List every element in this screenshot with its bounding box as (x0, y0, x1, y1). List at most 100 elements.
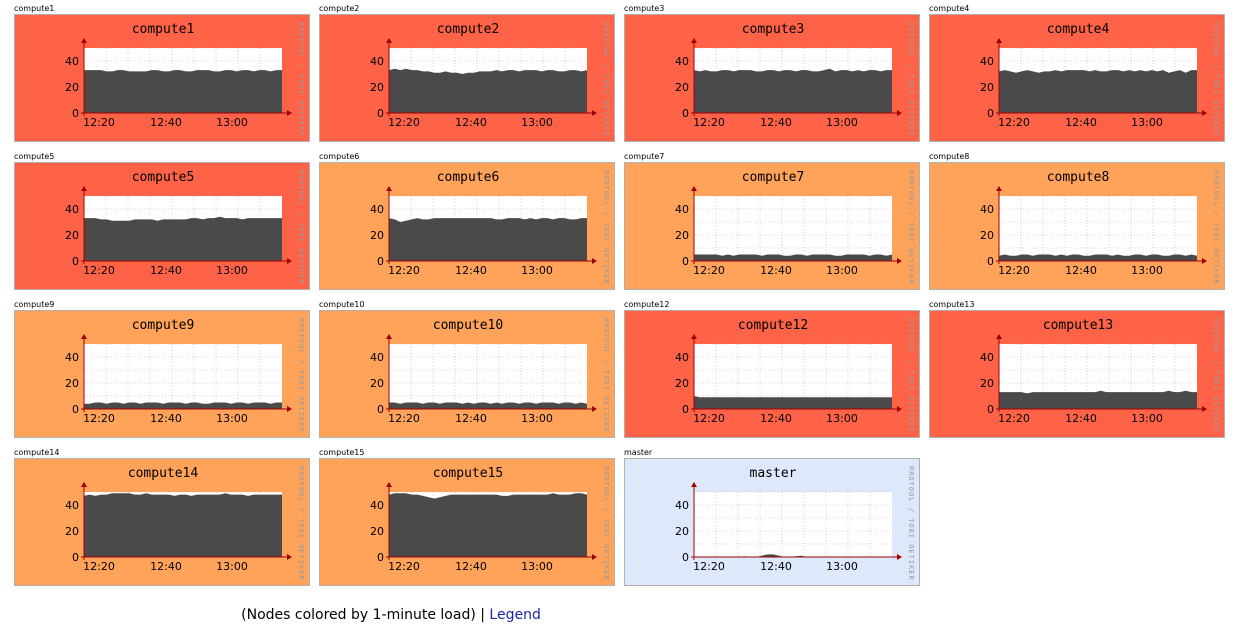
x-tick-label: 13:00 (216, 264, 248, 277)
load-graph[interactable]: 0 20 40 12:20 12:40 13:00 compute15 RRDTOOL / T… (319, 458, 615, 586)
graph-title: compute3 (742, 22, 805, 37)
x-tick-label: 12:20 (83, 116, 115, 129)
y-tick-label: 20 (675, 81, 689, 94)
y-axis-arrow (386, 186, 392, 191)
x-tick-label: 13:00 (1131, 264, 1163, 277)
graph-title: compute15 (433, 466, 503, 481)
x-tick-label: 12:40 (760, 116, 792, 129)
x-axis-arrow (897, 110, 902, 116)
x-tick-label: 13:00 (521, 560, 553, 573)
y-tick-label: 40 (65, 203, 79, 216)
load-graph[interactable]: 0 20 40 12:20 12:40 13:00 compute7 RRDTOOL / TO… (624, 162, 920, 290)
graph-title: compute4 (1047, 22, 1110, 37)
load-chart-svg: 0 20 40 12:20 12:40 13:00 compute15 RRDTOOL / T… (319, 458, 615, 586)
load-chart-svg: 0 20 40 12:20 12:40 13:00 master RRDTOOL / TOBI… (624, 458, 920, 586)
x-axis-arrow (592, 110, 597, 116)
load-graph[interactable]: 0 20 40 12:20 12:40 13:00 compute10 RRDTOOL / T… (319, 310, 615, 438)
load-chart-svg: 0 20 40 12:20 12:40 13:00 compute4 RRDTOOL / TO… (929, 14, 1225, 142)
load-area-series (84, 70, 282, 113)
x-axis-arrow (287, 110, 292, 116)
node-label[interactable]: compute1 (14, 4, 55, 13)
x-tick-label: 13:00 (826, 264, 858, 277)
node-label[interactable]: compute5 (14, 152, 55, 161)
x-tick-label: 12:40 (760, 412, 792, 425)
y-tick-label: 40 (370, 351, 384, 364)
y-tick-label: 0 (987, 255, 994, 268)
y-tick-label: 0 (377, 107, 384, 120)
node-grid: compute1 0 20 40 12:20 12:40 13:00 compute1 RRDT… (14, 4, 1225, 586)
graph-title: compute12 (738, 318, 808, 333)
y-tick-label: 0 (682, 255, 689, 268)
y-tick-label: 0 (987, 403, 994, 416)
y-tick-label: 0 (72, 551, 79, 564)
load-graph[interactable]: 0 20 40 12:20 12:40 13:00 compute14 RRDTOOL / T… (14, 458, 310, 586)
load-area-series (999, 70, 1197, 113)
footer: (Nodes colored by 1-minute load) | Legen… (0, 606, 782, 624)
x-tick-label: 13:00 (1131, 412, 1163, 425)
rrdtool-watermark: RRDTOOL / TOBI OETIKER (907, 170, 915, 285)
x-axis-arrow (897, 258, 902, 264)
load-graph[interactable]: 0 20 40 12:20 12:40 13:00 compute5 RRDTOOL / TO… (14, 162, 310, 290)
x-axis-arrow (1202, 258, 1207, 264)
x-tick-label: 12:40 (455, 560, 487, 573)
node-label[interactable]: compute8 (929, 152, 970, 161)
rrdtool-watermark: RRDTOOL / TOBI OETIKER (297, 318, 305, 433)
x-axis-arrow (897, 554, 902, 560)
node-label[interactable]: compute4 (929, 4, 970, 13)
y-tick-label: 0 (682, 403, 689, 416)
x-tick-label: 12:20 (388, 264, 420, 277)
load-graph[interactable]: 0 20 40 12:20 12:40 13:00 compute4 RRDTOOL / TO… (929, 14, 1225, 142)
y-axis-arrow (996, 186, 1002, 191)
load-graph[interactable]: 0 20 40 12:20 12:40 13:00 compute2 RRDTOOL / TO… (319, 14, 615, 142)
y-tick-label: 40 (65, 55, 79, 68)
load-graph[interactable]: 0 20 40 12:20 12:40 13:00 master RRDTOOL / TOBI… (624, 458, 920, 586)
load-area-series (84, 402, 282, 409)
x-tick-label: 12:20 (693, 560, 725, 573)
y-tick-label: 40 (675, 499, 689, 512)
load-graph[interactable]: 0 20 40 12:20 12:40 13:00 compute8 RRDTOOL / TO… (929, 162, 1225, 290)
node-label[interactable]: master (624, 448, 653, 457)
y-tick-label: 20 (370, 81, 384, 94)
y-tick-label: 40 (65, 351, 79, 364)
legend-link[interactable]: Legend (489, 607, 541, 623)
x-tick-label: 12:40 (150, 412, 182, 425)
graph-title: compute9 (132, 318, 195, 333)
y-tick-label: 0 (682, 551, 689, 564)
y-axis-arrow (996, 334, 1002, 339)
x-axis-arrow (592, 554, 597, 560)
y-axis-arrow (691, 38, 697, 43)
x-tick-label: 12:40 (1065, 116, 1097, 129)
x-tick-label: 12:20 (693, 412, 725, 425)
x-axis-arrow (1202, 110, 1207, 116)
node-label[interactable]: compute7 (624, 152, 665, 161)
rrdtool-watermark: RRDTOOL / TOBI OETIKER (602, 318, 610, 433)
node-label[interactable]: compute3 (624, 4, 665, 13)
y-tick-label: 40 (980, 203, 994, 216)
load-area-series (389, 402, 587, 409)
load-graph[interactable]: 0 20 40 12:20 12:40 13:00 compute12 RRDTOOL / T… (624, 310, 920, 438)
node-label[interactable]: compute9 (14, 300, 55, 309)
graph-title: compute1 (132, 22, 195, 37)
node-label[interactable]: compute6 (319, 152, 360, 161)
node-label[interactable]: compute12 (624, 300, 670, 309)
y-tick-label: 40 (675, 55, 689, 68)
x-tick-label: 12:40 (150, 560, 182, 573)
x-axis-arrow (287, 258, 292, 264)
load-chart-svg: 0 20 40 12:20 12:40 13:00 compute10 RRDTOOL / T… (319, 310, 615, 438)
y-axis-arrow (691, 482, 697, 487)
load-chart-svg: 0 20 40 12:20 12:40 13:00 compute1 RRDTOOL / TO… (14, 14, 310, 142)
load-graph[interactable]: 0 20 40 12:20 12:40 13:00 compute9 RRDTOOL / TO… (14, 310, 310, 438)
node-label[interactable]: compute13 (929, 300, 975, 309)
load-graph[interactable]: 0 20 40 12:20 12:40 13:00 compute1 RRDTOOL / TO… (14, 14, 310, 142)
node-label[interactable]: compute14 (14, 448, 60, 457)
load-graph[interactable]: 0 20 40 12:20 12:40 13:00 compute13 RRDTOOL / T… (929, 310, 1225, 438)
graph-title: compute8 (1047, 170, 1110, 185)
rrdtool-watermark: RRDTOOL / TOBI OETIKER (907, 22, 915, 137)
load-chart-svg: 0 20 40 12:20 12:40 13:00 compute13 RRDTOOL / T… (929, 310, 1225, 438)
node-label[interactable]: compute2 (319, 4, 360, 13)
load-graph[interactable]: 0 20 40 12:20 12:40 13:00 compute6 RRDTOOL / TO… (319, 162, 615, 290)
node-label[interactable]: compute15 (319, 448, 365, 457)
load-graph[interactable]: 0 20 40 12:20 12:40 13:00 compute3 RRDTOOL / TO… (624, 14, 920, 142)
x-tick-label: 13:00 (216, 560, 248, 573)
node-label[interactable]: compute10 (319, 300, 365, 309)
